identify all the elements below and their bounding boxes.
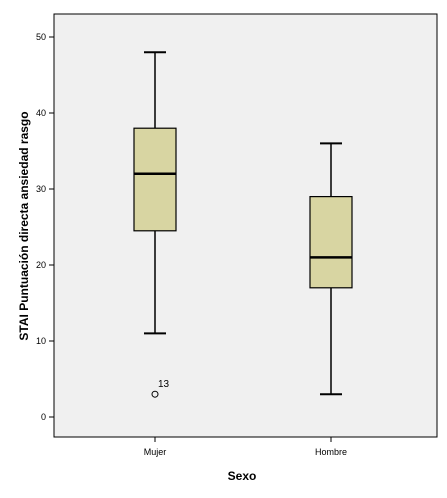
- y-tick-label: 10: [36, 336, 46, 346]
- box-mujer: 13: [133, 51, 177, 398]
- box-series: 13: [133, 51, 353, 398]
- y-tick-label: 20: [36, 260, 46, 270]
- iqr-box: [309, 196, 353, 289]
- iqr-box: [133, 127, 177, 232]
- y-tick-label: 40: [36, 108, 46, 118]
- y-tick-label: 0: [41, 412, 46, 422]
- box-hombre: [309, 142, 353, 396]
- outlier-label: 13: [158, 379, 170, 390]
- y-tick-label: 30: [36, 184, 46, 194]
- x-axis-title: Sexo: [228, 469, 257, 483]
- y-tick-label: 50: [36, 32, 46, 42]
- x-axis-ticks: Mujer Hombre: [144, 437, 347, 457]
- plot-area: [53, 13, 438, 438]
- x-tick-label: Hombre: [315, 447, 347, 457]
- outlier-point: [151, 390, 159, 398]
- x-tick-label: Mujer: [144, 447, 167, 457]
- y-axis-title: STAI Puntuación directa ansiedad rasgo: [17, 111, 31, 340]
- y-axis-ticks: 0 10 20 30 40 50: [36, 32, 54, 422]
